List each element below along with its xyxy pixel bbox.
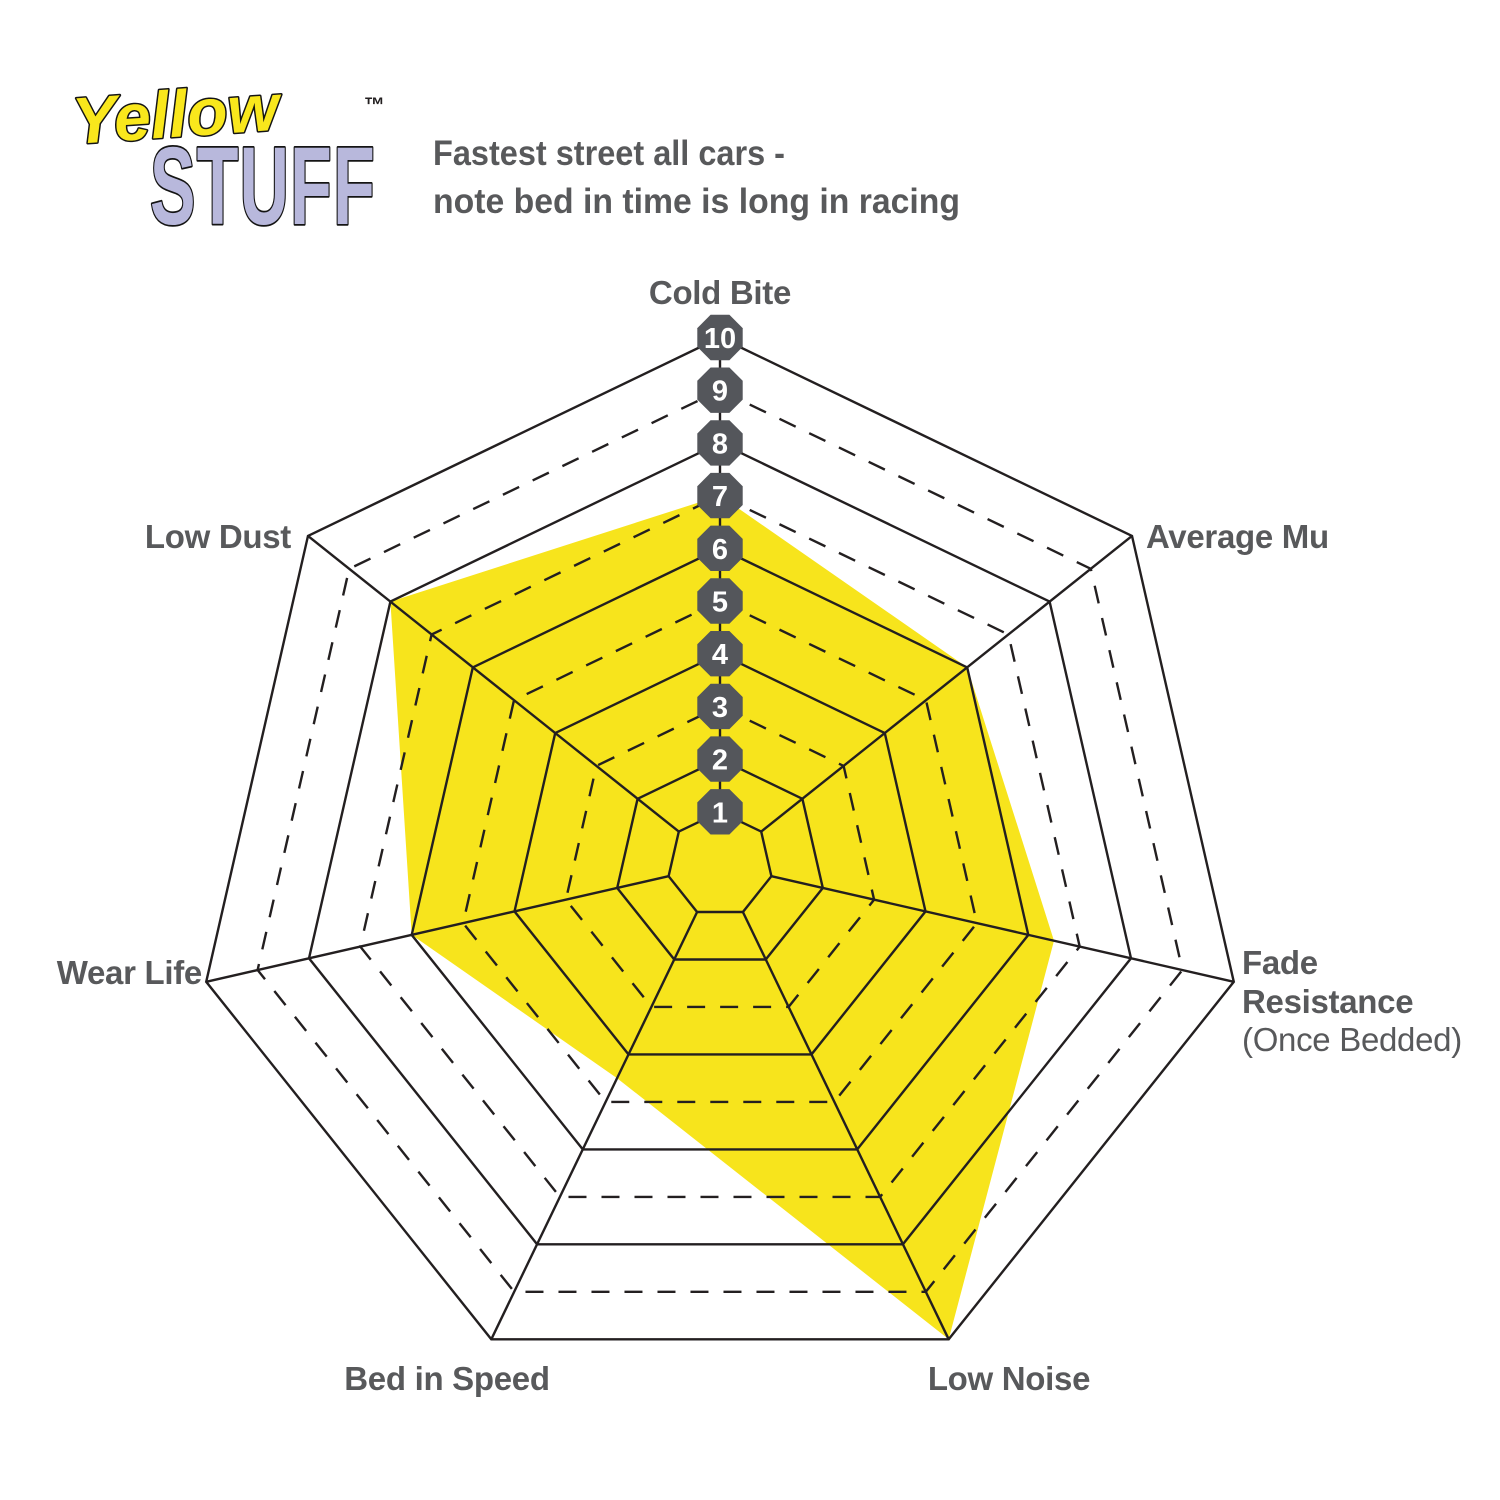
axis-label-line: Average Mu bbox=[1146, 518, 1329, 555]
grid-ring-3 bbox=[564, 705, 876, 1009]
scale-badge-octagon bbox=[697, 525, 743, 571]
axis-label-line: Low Noise bbox=[928, 1360, 1090, 1397]
grid-ring-10 bbox=[204, 336, 1236, 1341]
axis-label-average-mu: Average Mu bbox=[1146, 518, 1329, 555]
scale-badge-octagon bbox=[697, 578, 743, 624]
scale-badge-2: 2 bbox=[697, 736, 743, 782]
scale-badge-number: 7 bbox=[712, 481, 728, 513]
scale-badge-9: 9 bbox=[697, 367, 743, 413]
axis-label-low-dust: Low Dust bbox=[145, 518, 292, 555]
axis-label-line: Low Dust bbox=[145, 518, 291, 555]
axis-label-line: Resistance bbox=[1242, 983, 1413, 1020]
scale-badge-number: 8 bbox=[712, 428, 728, 460]
chart-subtitle: Fastest street all cars - note bed in ti… bbox=[433, 134, 960, 221]
scale-badge-number: 6 bbox=[712, 534, 728, 566]
scale-badge-number: 10 bbox=[704, 323, 736, 355]
scale-badge-3: 3 bbox=[697, 683, 743, 730]
grid-ring-2 bbox=[615, 757, 825, 961]
scale-badge-7: 7 bbox=[697, 472, 743, 519]
scale-badge-number: 1 bbox=[712, 797, 728, 829]
axis-label-line: Cold Bite bbox=[649, 274, 791, 311]
grid-ring-6 bbox=[410, 546, 1030, 1151]
grid-ring-1 bbox=[667, 810, 773, 914]
scale-badge-octagon bbox=[697, 789, 743, 835]
axis-spoke-bed-in-speed bbox=[490, 911, 699, 1340]
scale-badge-octagon bbox=[697, 314, 743, 361]
scale-badge-octagon bbox=[697, 472, 743, 519]
scale-badge-octagon bbox=[697, 367, 743, 413]
radar-value-polygon bbox=[390, 495, 1054, 1340]
grid-ring-4 bbox=[513, 652, 927, 1056]
axis-label-line: Bed in Speed bbox=[344, 1360, 549, 1397]
scale-badge-octagon bbox=[697, 736, 743, 782]
axis-spoke-wear-life bbox=[205, 875, 669, 983]
axis-label-line: Fade bbox=[1242, 944, 1318, 981]
axis-label-bed-in-speed: Bed in Speed bbox=[344, 1360, 550, 1397]
grid-ring-8 bbox=[307, 441, 1133, 1246]
axis-spoke-low-dust bbox=[307, 534, 680, 833]
radar-spoke-layer bbox=[205, 337, 1235, 1340]
scale-badge-8: 8 bbox=[697, 420, 743, 466]
logo-word-stuff: STUFF bbox=[150, 125, 376, 248]
scale-badge-octagon bbox=[697, 683, 743, 730]
scale-badge-10: 10 bbox=[697, 314, 743, 361]
subtitle-line-2: note bed in time is long in racing bbox=[433, 182, 960, 221]
scale-badge-number: 2 bbox=[712, 745, 728, 777]
scale-badge-octagon bbox=[697, 420, 743, 466]
scale-badge-4: 4 bbox=[697, 631, 743, 677]
grid-ring-5 bbox=[461, 599, 979, 1104]
axis-label-line: (Once Bedded) bbox=[1242, 1021, 1462, 1058]
grid-ring-7 bbox=[359, 494, 1081, 1199]
axis-label-line: Wear Life bbox=[57, 954, 202, 991]
axis-label-wear-life: Wear Life bbox=[57, 954, 203, 991]
radar-scale-badges: 1 2 3 4 5 6 7 8 9 10 bbox=[697, 314, 743, 835]
yellowstuff-logo: STUFF Yellow ™ bbox=[68, 68, 385, 250]
logo-word-yellow: Yellow bbox=[70, 69, 285, 157]
radar-grid-layer bbox=[204, 336, 1236, 1341]
scale-badge-number: 3 bbox=[712, 692, 728, 724]
scale-badge-number: 4 bbox=[712, 639, 728, 671]
logo-trademark-icon: ™ bbox=[364, 94, 385, 117]
axis-spoke-fade-resistance bbox=[771, 875, 1235, 983]
scale-badge-octagon bbox=[697, 631, 743, 677]
scale-badge-5: 5 bbox=[697, 578, 743, 624]
axis-label-cold-bite: Cold Bite bbox=[649, 274, 791, 311]
subtitle-line-1: Fastest street all cars - bbox=[433, 134, 785, 173]
radar-fill-layer bbox=[390, 495, 1054, 1340]
scale-badge-6: 6 bbox=[697, 525, 743, 571]
scale-badge-number: 5 bbox=[712, 587, 728, 619]
axis-spoke-low-noise bbox=[741, 911, 950, 1340]
scale-badge-1: 1 bbox=[697, 789, 743, 835]
scale-badge-number: 9 bbox=[712, 376, 728, 408]
axis-spoke-average-mu bbox=[760, 534, 1133, 833]
axis-label-low-noise: Low Noise bbox=[928, 1360, 1091, 1397]
